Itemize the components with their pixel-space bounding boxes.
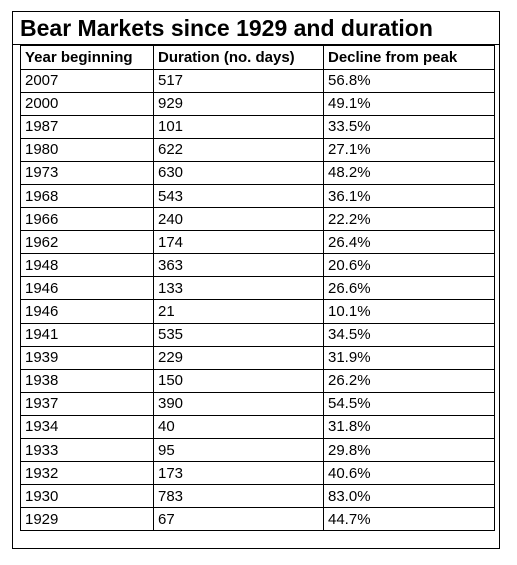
table-row: 1938 150 26.2% xyxy=(20,368,495,393)
table-row: 1941 535 34.5% xyxy=(20,322,495,347)
column-header-duration: Duration (no. days) xyxy=(153,45,324,70)
table-row: 1962 174 26.4% xyxy=(20,230,495,255)
duration-cell: 229 xyxy=(153,345,324,370)
duration-cell: 95 xyxy=(153,437,324,463)
duration-cell: 174 xyxy=(153,230,324,255)
table-row: 1930 783 83.0% xyxy=(20,484,495,509)
table-row: 2000 929 49.1% xyxy=(20,91,495,116)
year-cell: 1968 xyxy=(20,183,154,209)
table-row: 1929 67 44.7% xyxy=(20,507,495,532)
table-row: 1934 40 31.8% xyxy=(20,414,495,440)
year-cell: 1987 xyxy=(20,114,154,139)
year-cell: 1933 xyxy=(20,437,154,463)
year-cell: 1929 xyxy=(20,507,154,532)
duration-cell: 929 xyxy=(153,91,324,116)
decline-cell: 56.8% xyxy=(323,68,495,93)
table-row: 1973 630 48.2% xyxy=(20,160,495,185)
table-row: 1968 543 36.1% xyxy=(20,183,495,209)
table-row: 2007 517 56.8% xyxy=(20,68,495,93)
decline-cell: 83.0% xyxy=(323,484,495,509)
table-title: Bear Markets since 1929 and duration xyxy=(13,12,499,45)
duration-cell: 40 xyxy=(153,414,324,440)
decline-cell: 49.1% xyxy=(323,91,495,116)
decline-cell: 31.8% xyxy=(323,414,495,440)
table-row: 1939 229 31.9% xyxy=(20,345,495,370)
decline-cell: 54.5% xyxy=(323,391,495,416)
year-cell: 1973 xyxy=(20,160,154,185)
year-cell: 1939 xyxy=(20,345,154,370)
duration-cell: 101 xyxy=(153,114,324,139)
decline-cell: 44.7% xyxy=(323,507,495,532)
year-cell: 1962 xyxy=(20,230,154,255)
year-cell: 1941 xyxy=(20,322,154,347)
duration-cell: 173 xyxy=(153,461,324,486)
decline-cell: 48.2% xyxy=(323,160,495,185)
decline-cell: 40.6% xyxy=(323,461,495,486)
year-cell: 1946 xyxy=(20,276,154,301)
decline-cell: 31.9% xyxy=(323,345,495,370)
column-header-year: Year beginning xyxy=(20,45,154,70)
year-cell: 1938 xyxy=(20,368,154,393)
table-row: 1933 95 29.8% xyxy=(20,437,495,463)
year-cell: 1932 xyxy=(20,461,154,486)
duration-cell: 390 xyxy=(153,391,324,416)
duration-cell: 535 xyxy=(153,322,324,347)
decline-cell: 26.2% xyxy=(323,368,495,393)
table-row: 1980 622 27.1% xyxy=(20,137,495,162)
duration-cell: 133 xyxy=(153,276,324,301)
decline-cell: 26.6% xyxy=(323,276,495,301)
duration-cell: 240 xyxy=(153,207,324,232)
duration-cell: 517 xyxy=(153,68,324,93)
duration-cell: 622 xyxy=(153,137,324,162)
decline-cell: 10.1% xyxy=(323,299,495,324)
decline-cell: 33.5% xyxy=(323,114,495,139)
decline-cell: 22.2% xyxy=(323,207,495,232)
table-row: 1937 390 54.5% xyxy=(20,391,495,416)
decline-cell: 26.4% xyxy=(323,230,495,255)
duration-cell: 67 xyxy=(153,507,324,532)
column-header-decline: Decline from peak xyxy=(323,45,495,70)
duration-cell: 150 xyxy=(153,368,324,393)
duration-cell: 630 xyxy=(153,160,324,185)
duration-cell: 363 xyxy=(153,253,324,278)
year-cell: 1934 xyxy=(20,414,154,440)
year-cell: 1930 xyxy=(20,484,154,509)
table-row: 1932 173 40.6% xyxy=(20,461,495,486)
table-row: 1966 240 22.2% xyxy=(20,207,495,232)
year-cell: 1946 xyxy=(20,299,154,324)
table-row: 1948 363 20.6% xyxy=(20,253,495,278)
bear-markets-table-frame: Bear Markets since 1929 and duration Yea… xyxy=(12,11,500,549)
year-cell: 1966 xyxy=(20,207,154,232)
table-body: 2007 517 56.8% 2000 929 49.1% 1987 101 33.5% 1980… xyxy=(20,68,495,532)
year-cell: 2007 xyxy=(20,68,154,93)
decline-cell: 20.6% xyxy=(323,253,495,278)
table-row: 1946 133 26.6% xyxy=(20,276,495,301)
decline-cell: 34.5% xyxy=(323,322,495,347)
duration-cell: 543 xyxy=(153,183,324,209)
table-row: 1987 101 33.5% xyxy=(20,114,495,139)
duration-cell: 21 xyxy=(153,299,324,324)
year-cell: 1948 xyxy=(20,253,154,278)
decline-cell: 36.1% xyxy=(323,183,495,209)
table-row: 1946 21 10.1% xyxy=(20,299,495,324)
decline-cell: 27.1% xyxy=(323,137,495,162)
decline-cell: 29.8% xyxy=(323,437,495,463)
duration-cell: 783 xyxy=(153,484,324,509)
bear-markets-table: Year beginning Duration (no. days) Decli… xyxy=(20,45,495,532)
header-row: Year beginning Duration (no. days) Decli… xyxy=(20,45,495,70)
year-cell: 1980 xyxy=(20,137,154,162)
year-cell: 1937 xyxy=(20,391,154,416)
year-cell: 2000 xyxy=(20,91,154,116)
